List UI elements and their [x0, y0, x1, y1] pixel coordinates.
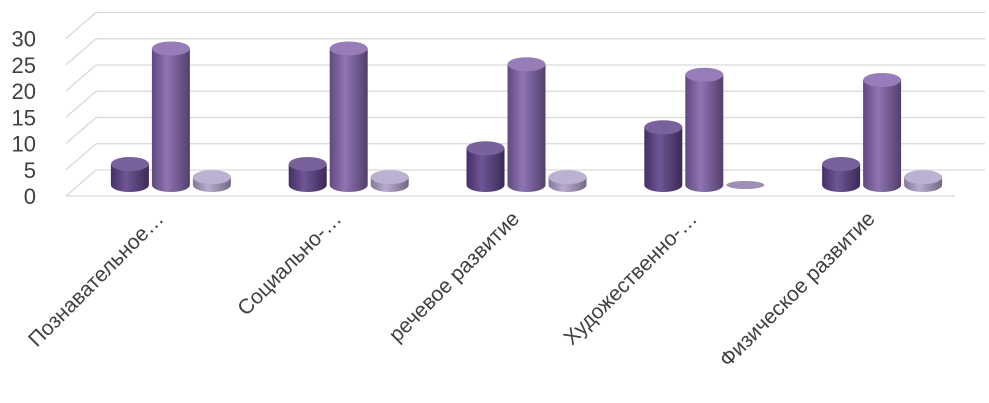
- x-tick-label: Познавательное…: [24, 207, 168, 351]
- x-tick-label: Социально-…: [233, 207, 346, 320]
- gridline: [65, 38, 985, 66]
- y-tick-label: 20: [12, 79, 36, 104]
- bar: [507, 57, 546, 192]
- bar: [192, 170, 231, 192]
- bar: [726, 181, 765, 189]
- bar: [863, 73, 902, 192]
- bars: [110, 41, 943, 192]
- y-tick-label: 30: [12, 27, 36, 52]
- bar: [904, 170, 943, 192]
- y-tick-label: 0: [24, 184, 36, 209]
- bar: [329, 41, 368, 192]
- y-tick-label: 25: [12, 53, 36, 78]
- bar: [685, 67, 724, 192]
- y-tick-label: 15: [12, 105, 36, 130]
- bar: [110, 157, 149, 192]
- x-tick-label: Художественно-…: [559, 207, 701, 349]
- x-tick-label: Физическое развитие: [715, 207, 879, 371]
- x-tick-label: речевое развитие: [385, 207, 524, 346]
- bar: [151, 41, 190, 192]
- bar: [822, 157, 861, 192]
- bar: [644, 120, 683, 192]
- bar: [370, 170, 409, 192]
- y-tick-label: 10: [12, 132, 36, 157]
- bar: [548, 170, 587, 192]
- gridline: [65, 11, 985, 39]
- bar: [288, 157, 327, 192]
- y-tick-label: 5: [24, 158, 36, 183]
- bar: [466, 141, 505, 192]
- x-axis: Познавательное… Социально-… речевое развит…: [24, 207, 880, 371]
